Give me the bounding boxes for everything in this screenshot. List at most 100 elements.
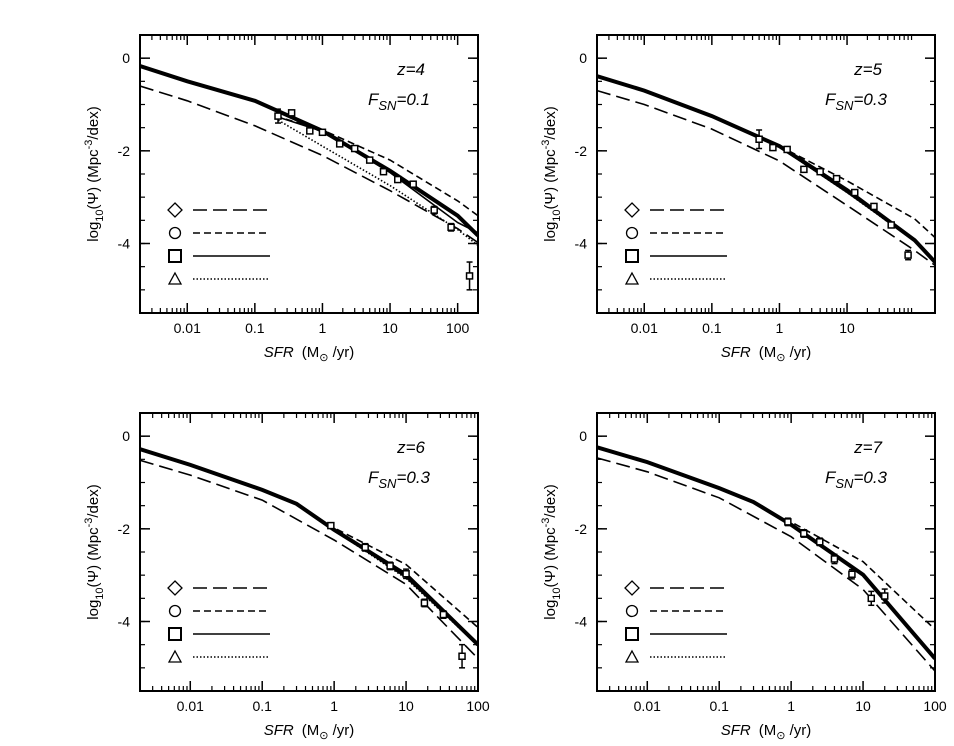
y-tick-label: -4 [118,236,131,252]
annotation: FSN=0.3 [825,90,888,113]
y-label-part: (Ψ) (Mpc [85,527,102,588]
data-point [306,127,314,135]
lines [140,447,478,669]
data-point [402,570,410,578]
y-tick-label: -4 [575,236,588,252]
series-line [274,117,478,247]
data-point [851,188,859,197]
y-label-part: /dex) [85,484,102,517]
x-label-part: (M [302,722,320,739]
y-label-part: log [542,600,559,620]
x-tick-label: 10 [839,320,855,336]
series-line [783,521,935,660]
y-label-part: (Ψ) (Mpc [85,149,102,210]
lines [140,64,478,291]
series-line [140,85,478,244]
legend-marker [168,226,182,240]
annotation: z=7 [853,438,882,457]
data-point [420,599,429,607]
x-tick-label: 1 [776,320,784,336]
series-line [274,115,478,217]
data-point [465,272,474,280]
series-line [783,521,935,661]
annotation-part: F [825,90,837,109]
x-tick-label: 100 [923,698,947,714]
y-label-part: (Ψ) (Mpc [542,527,559,588]
x-label-part: ⊙ [319,730,328,742]
data-point [870,202,878,211]
y-label-part: 10 [551,587,563,599]
annotation-part: F [368,468,380,487]
data-point [816,167,824,176]
legend-marker [624,202,640,218]
y-axis-label: log10(Ψ) (Mpc-3/dex) [540,106,563,241]
y-tick-label: 0 [579,428,587,444]
y-tick-label: 0 [579,50,587,66]
y-tick-label: -2 [118,521,131,537]
legend-marker [168,627,182,641]
annotation: z=5 [853,60,882,79]
x-tick-label: 0.1 [709,698,729,714]
y-tick-label: 0 [122,50,130,66]
x-tick-label: 100 [446,320,470,336]
x-tick-label: 0.1 [245,320,265,336]
y-label-part: -3 [540,518,552,528]
data-point [409,180,417,188]
legend-marker [167,649,183,663]
data-point [832,174,841,183]
x-label-part: (M [302,344,320,361]
y-label-part: -3 [83,518,95,528]
data-point [769,143,777,152]
annotation: z=4 [396,60,425,79]
plot-frame [139,412,479,692]
x-axis-label: SFR (M⊙ /yr) [264,344,355,364]
data-point [816,538,824,546]
x-tick-label: 1 [330,698,338,714]
y-tick-label: -2 [575,143,588,159]
annotation-part: F [368,90,380,109]
y-tick-label: -4 [118,614,131,630]
panel: 0.01 0.1 1 10 100 0 -2 -4 z=7 FSN=0.3 SFR (M⊙ /yr) l… [540,412,947,742]
data-point [904,251,912,259]
annotation-part: =0.3 [853,90,887,109]
legend-marker [624,580,640,596]
x-tick-label: 0.1 [252,698,272,714]
annotation-part: F [825,468,837,487]
x-label-part: (M [759,344,777,361]
legend-marker [625,249,639,263]
annotation-part: =0.3 [396,468,430,487]
y-axis-label: log10(Ψ) (Mpc-3/dex) [540,484,563,619]
x-label-part: /yr) [785,344,811,361]
data-point [430,206,438,214]
data-point [867,594,876,603]
data-point [274,112,282,120]
plot-frame [596,412,936,692]
legend-marker [168,249,182,263]
legend-marker [168,604,182,618]
data-point [800,529,808,538]
x-label-part: /yr) [328,344,354,361]
annotation: z=6 [396,438,425,457]
x-tick-label: 0.01 [634,698,661,714]
annotation-part: SN [378,98,397,113]
legend-marker [625,627,639,641]
y-tick-label: 0 [122,428,130,444]
x-label-part: /yr) [328,722,354,739]
data-point [335,140,344,148]
y-label-part: 10 [94,587,106,599]
annotation-part: =0.1 [396,90,430,109]
y-label-part: -3 [83,140,95,150]
annotation: FSN=0.3 [825,468,888,491]
data-point [848,570,856,578]
y-label-part: /dex) [542,106,559,139]
x-tick-label: 0.01 [174,320,201,336]
x-tick-label: 100 [466,698,490,714]
x-label-part: SFR [264,722,294,739]
plot-frame [139,34,479,314]
series-line [758,137,935,264]
data-point [287,109,296,117]
y-axis-label: log10(Ψ) (Mpc-3/dex) [83,106,106,241]
data-point [361,543,369,552]
